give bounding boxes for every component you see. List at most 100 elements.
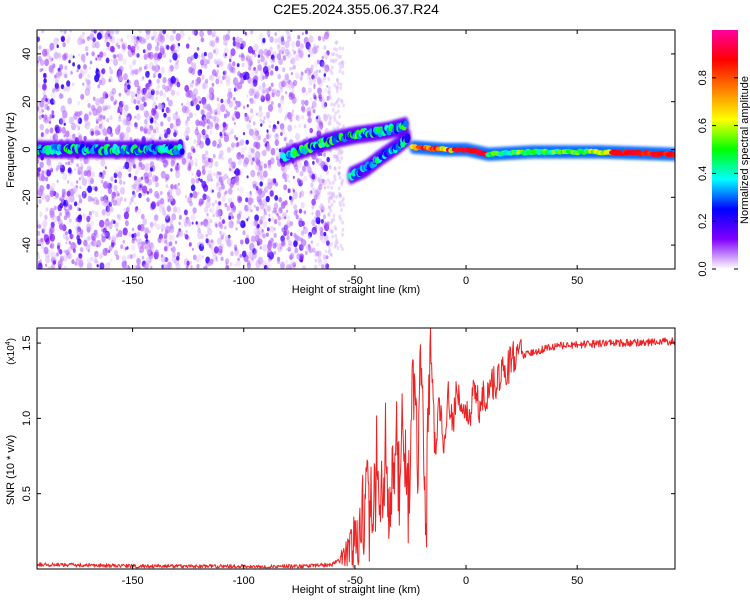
noise-blob: [321, 264, 324, 269]
noise-blob: [102, 170, 106, 176]
noise-blob: [127, 84, 131, 90]
noise-blob: [114, 222, 119, 229]
noise-blob: [68, 116, 74, 125]
spectrogram-plot-area: [37, 30, 675, 269]
noise-blob: [136, 94, 142, 103]
noise-blob: [211, 32, 215, 38]
noise-blob: [67, 180, 70, 184]
noise-blob: [185, 100, 191, 108]
noise-blob: [144, 227, 150, 235]
tick-label: 40: [21, 48, 33, 60]
noise-blob: [247, 151, 252, 159]
noise-blob: [269, 36, 274, 43]
noise-blob: [216, 237, 222, 245]
noise-blob: [287, 179, 291, 184]
noise-blob: [340, 149, 344, 154]
noise-blob: [44, 58, 49, 67]
noise-blob: [115, 197, 122, 207]
noise-blob: [329, 228, 332, 233]
noise-blob: [189, 260, 193, 265]
noise-blob: [53, 260, 56, 265]
noise-blob: [281, 80, 286, 88]
noise-blob: [264, 62, 267, 66]
noise-blob: [291, 48, 294, 52]
noise-blob: [280, 261, 285, 269]
noise-blob: [263, 208, 266, 212]
noise-blob: [96, 264, 99, 268]
noise-blob: [330, 252, 333, 257]
noise-blob: [160, 170, 166, 179]
noise-blob: [64, 208, 70, 216]
noise-blob: [261, 150, 265, 156]
tick-label: -100: [233, 275, 255, 287]
noise-blob: [215, 37, 220, 44]
noise-blob: [223, 39, 228, 46]
noise-blob: [167, 80, 171, 86]
noise-blob: [338, 46, 342, 51]
noise-blob: [79, 110, 83, 116]
noise-blob: [56, 44, 59, 49]
noise-blob: [317, 124, 323, 132]
noise-blob: [332, 199, 336, 204]
noise-blob: [126, 126, 131, 133]
noise-blob: [201, 165, 206, 171]
noise-blob: [176, 47, 180, 52]
noise-blob: [334, 111, 338, 116]
noise-blob: [152, 30, 158, 38]
noise-blob: [317, 177, 322, 184]
noise-blob: [340, 61, 343, 66]
noise-blob: [77, 238, 82, 245]
noise-blob: [109, 115, 113, 121]
noise-blob: [134, 208, 138, 213]
noise-blob: [280, 264, 284, 269]
noise-blob: [286, 143, 289, 147]
noise-blob: [62, 42, 66, 48]
noise-blob: [222, 34, 227, 41]
noise-blob: [110, 258, 113, 262]
noise-blob: [78, 177, 81, 181]
noise-blob: [241, 250, 247, 258]
noise-blob: [117, 68, 121, 74]
noise-blob: [45, 207, 49, 212]
noise-blob: [277, 259, 281, 265]
noise-blob: [288, 240, 293, 247]
noise-blob: [215, 256, 218, 260]
noise-blob: [146, 190, 149, 195]
noise-blob: [342, 103, 345, 108]
noise-blob: [151, 88, 154, 92]
noise-blob: [174, 49, 178, 54]
noise-blob: [274, 139, 279, 147]
noise-blob: [332, 217, 336, 222]
noise-blob: [257, 110, 263, 118]
noise-blob: [292, 64, 296, 70]
noise-blob: [315, 69, 319, 73]
noise-blob: [69, 194, 75, 203]
noise-blob: [331, 58, 335, 63]
noise-blob: [334, 154, 337, 159]
noise-blob: [306, 107, 312, 115]
noise-blob: [317, 177, 321, 183]
noise-blob: [331, 234, 334, 239]
noise-blob: [123, 73, 128, 81]
noise-blob: [48, 164, 53, 171]
noise-blob: [37, 254, 41, 260]
noise-blob: [136, 36, 140, 41]
noise-blob: [212, 115, 217, 122]
noise-blob: [170, 197, 174, 202]
noise-blob: [197, 227, 201, 234]
noise-blob: [147, 86, 151, 93]
noise-blob: [173, 205, 178, 212]
noise-blob: [286, 235, 290, 241]
noise-blob: [83, 239, 88, 247]
noise-blob: [268, 166, 273, 172]
noise-blob: [297, 255, 300, 260]
noise-blob: [169, 34, 175, 42]
noise-blob: [334, 58, 338, 62]
noise-blob: [316, 59, 320, 65]
noise-blob: [311, 226, 317, 235]
noise-blob: [86, 258, 92, 265]
noise-blob: [226, 111, 230, 117]
noise-blob: [265, 195, 270, 203]
